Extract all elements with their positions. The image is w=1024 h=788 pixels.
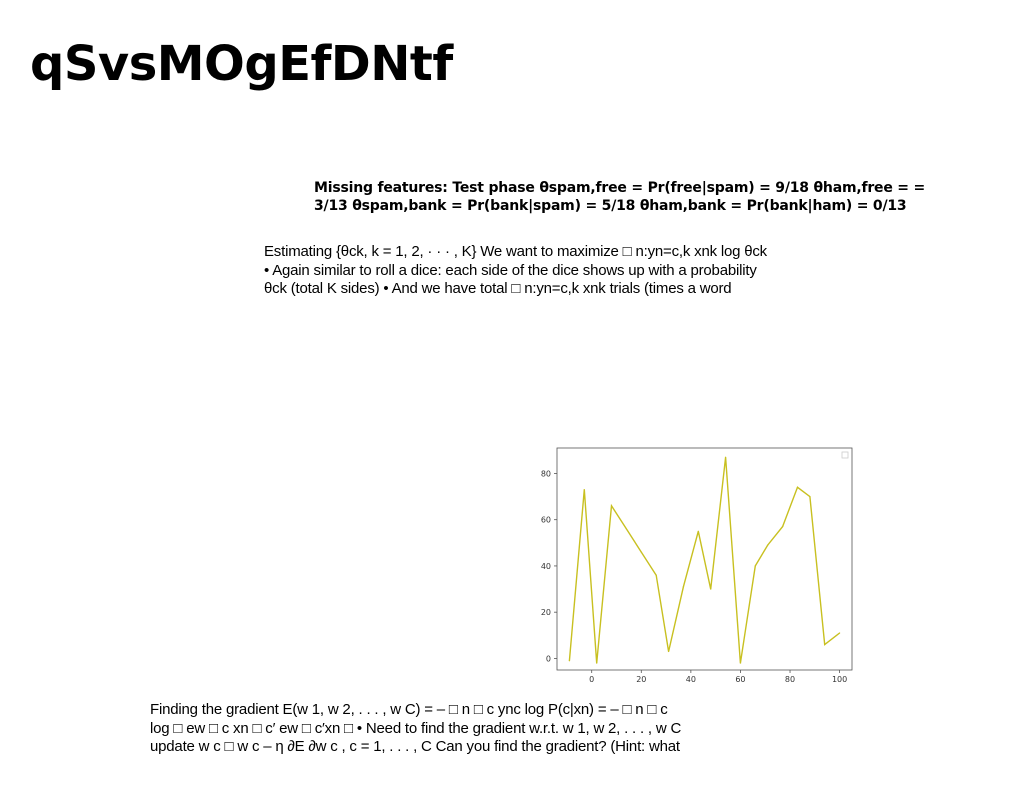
data-point [655, 574, 657, 576]
paragraph-line: Estimating {θck, k = 1, 2, · · · , K} We… [264, 243, 767, 260]
data-point [640, 551, 642, 553]
x-tick-label: 100 [832, 675, 847, 684]
series-line [568, 457, 841, 664]
x-tick-label: 80 [785, 675, 795, 684]
missing-features-heading: Missing features: Test phase θspam,free … [314, 180, 926, 214]
estimating-paragraph: Estimating {θck, k = 1, 2, · · · , K} We… [264, 243, 824, 299]
data-point [839, 632, 841, 634]
data-point [809, 495, 811, 498]
x-axis-ticks: 0 20 40 60 80 100 [589, 670, 847, 684]
data-point [625, 528, 628, 530]
page-title: qSvsMOgEfDNtf [30, 36, 453, 92]
x-tick-label: 20 [636, 675, 646, 684]
data-point [568, 660, 570, 662]
data-point [781, 526, 784, 528]
data-point [824, 643, 826, 646]
paragraph-line: • Again similar to roll a dice: each sid… [264, 261, 757, 279]
paragraph-line: log □ ew □ c xn □ c′ ew □ c′xn □ • Need … [150, 719, 682, 737]
y-tick-label: 0 [546, 654, 551, 663]
plot-frame [556, 447, 853, 671]
gradient-paragraph: Finding the gradient E(w 1, w 2, . . . ,… [150, 701, 750, 757]
data-point [724, 456, 727, 458]
y-tick-label: 80 [541, 469, 551, 478]
data-point [697, 530, 699, 532]
y-tick-label: 20 [541, 608, 551, 617]
paragraph-line: update w c □ w c – η ∂E ∂w c , c = 1, . … [150, 738, 680, 755]
data-point [796, 486, 799, 488]
data-point [583, 489, 585, 491]
data-point [739, 662, 742, 664]
legend-box [841, 451, 849, 459]
data-point [667, 650, 670, 653]
x-tick-label: 60 [735, 675, 745, 684]
x-tick-label: 0 [589, 675, 594, 684]
data-point [767, 544, 769, 546]
data-point [610, 505, 613, 507]
line-chart: 0 20 40 60 80 100 0 20 40 60 80 [541, 447, 853, 684]
data-point [710, 588, 712, 590]
y-tick-label: 40 [541, 562, 551, 571]
paragraph-line: Finding the gradient E(w 1, w 2, . . . ,… [150, 701, 668, 718]
paragraph-line: θck (total K sides) • And we have total … [264, 280, 732, 297]
data-point [682, 586, 685, 588]
x-tick-label: 40 [686, 675, 696, 684]
data-point [754, 565, 756, 567]
data-points [568, 456, 841, 664]
data-point [596, 662, 598, 664]
y-axis-ticks: 0 20 40 60 80 [541, 469, 557, 663]
y-tick-label: 60 [541, 516, 551, 525]
